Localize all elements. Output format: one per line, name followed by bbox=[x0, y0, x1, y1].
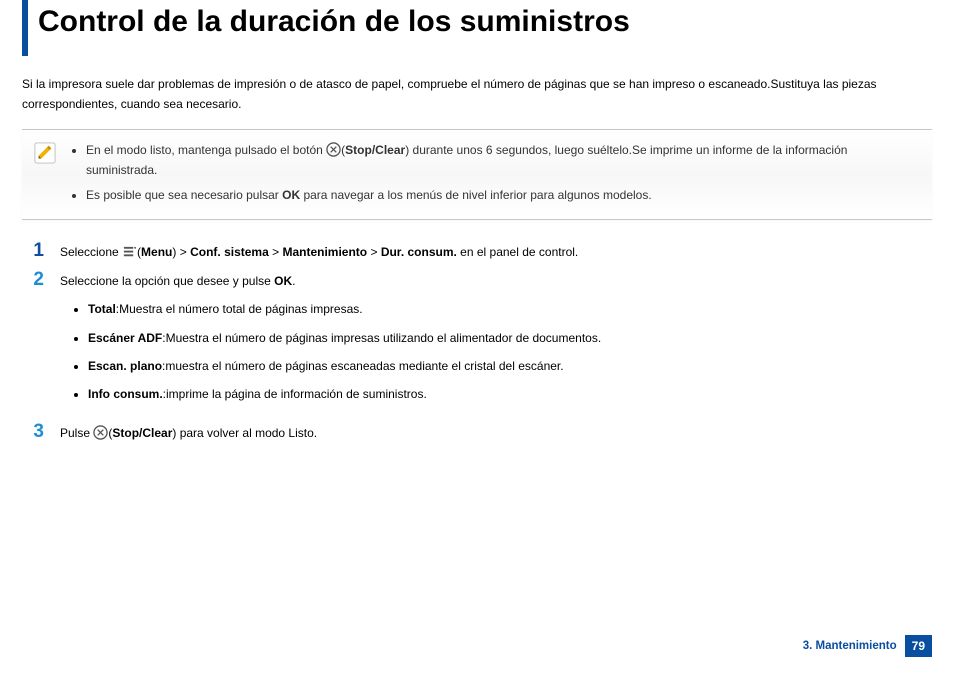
option-item: Escan. plano:muestra el número de página… bbox=[88, 356, 932, 376]
stop-clear-label: Stop/Clear bbox=[345, 143, 405, 157]
note-item: Es posible que sea necesario pulsar OK p… bbox=[86, 185, 920, 205]
page-number: 79 bbox=[905, 635, 932, 657]
menu-path: Conf. sistema bbox=[190, 245, 269, 259]
step-sep: > bbox=[176, 245, 190, 259]
chapter-label: 3. Mantenimiento bbox=[803, 640, 897, 652]
step-text: Seleccione bbox=[60, 245, 122, 259]
step-text: en el panel de control. bbox=[457, 245, 578, 259]
note-box: En el modo listo, mantenga pulsado el bo… bbox=[22, 129, 932, 220]
menu-icon bbox=[122, 244, 137, 259]
note-text: En el modo listo, mantenga pulsado el bo… bbox=[86, 143, 326, 157]
ok-label: OK bbox=[282, 188, 300, 202]
menu-path: Mantenimiento bbox=[282, 245, 367, 259]
step-number: 2 bbox=[26, 269, 44, 292]
step-sep: > bbox=[367, 245, 381, 259]
page-footer: 3. Mantenimiento 79 bbox=[803, 635, 932, 657]
step-text: . bbox=[292, 274, 295, 288]
note-pencil-icon bbox=[34, 142, 56, 164]
option-desc: :muestra el número de páginas escaneadas… bbox=[162, 359, 564, 373]
note-item: En el modo listo, mantenga pulsado el bo… bbox=[86, 140, 920, 181]
step-body: Seleccione (Menu) > Conf. sistema > Mant… bbox=[60, 242, 932, 262]
steps-list: 1 Seleccione (Menu) > Conf. sistema > Ma… bbox=[22, 242, 932, 444]
title-accent-bar bbox=[22, 0, 28, 56]
step-body: Pulse (Stop/Clear) para volver al modo L… bbox=[60, 423, 932, 443]
option-desc: :imprime la página de información de sum… bbox=[163, 387, 427, 401]
menu-label: Menu bbox=[141, 245, 172, 259]
stop-clear-icon bbox=[93, 425, 108, 440]
note-text: Es posible que sea necesario pulsar bbox=[86, 188, 282, 202]
option-item: Escáner ADF:Muestra el número de páginas… bbox=[88, 328, 932, 348]
option-desc: :Muestra el número total de páginas impr… bbox=[116, 302, 363, 316]
step-text: para volver al modo Listo. bbox=[176, 426, 317, 440]
note-text: para navegar a los menús de nivel inferi… bbox=[300, 188, 652, 202]
step-text: Pulse bbox=[60, 426, 93, 440]
option-label: Escáner ADF bbox=[88, 331, 162, 345]
step-text: Seleccione la opción que desee y pulse bbox=[60, 274, 274, 288]
option-item: Total:Muestra el número total de páginas… bbox=[88, 299, 932, 319]
option-desc: :Muestra el número de páginas impresas u… bbox=[162, 331, 601, 345]
note-list: En el modo listo, mantenga pulsado el bo… bbox=[70, 140, 920, 209]
intro-paragraph: Si la impresora suele dar problemas de i… bbox=[22, 74, 932, 115]
option-label: Total bbox=[88, 302, 116, 316]
step-body: Seleccione la opción que desee y pulse O… bbox=[60, 271, 932, 415]
step-number: 3 bbox=[26, 421, 44, 444]
page-title: Control de la duración de los suministro… bbox=[38, 4, 630, 40]
ok-label: OK bbox=[274, 274, 292, 288]
option-label: Info consum. bbox=[88, 387, 163, 401]
step-item: 3 Pulse (Stop/Clear) para volver al modo… bbox=[26, 423, 932, 444]
option-item: Info consum.:imprime la página de inform… bbox=[88, 384, 932, 404]
step-item: 2 Seleccione la opción que desee y pulse… bbox=[26, 271, 932, 415]
step-item: 1 Seleccione (Menu) > Conf. sistema > Ma… bbox=[26, 242, 932, 263]
stop-clear-icon bbox=[326, 142, 341, 157]
option-label: Escan. plano bbox=[88, 359, 162, 373]
stop-clear-label: Stop/Clear bbox=[112, 426, 172, 440]
menu-path: Dur. consum. bbox=[381, 245, 457, 259]
step-sep: > bbox=[269, 245, 283, 259]
step-number: 1 bbox=[26, 240, 44, 263]
